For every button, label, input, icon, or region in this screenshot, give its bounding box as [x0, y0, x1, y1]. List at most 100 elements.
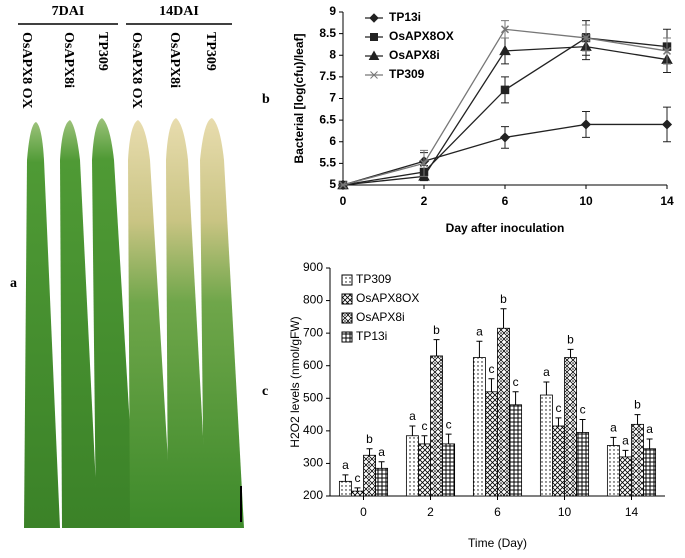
leaf	[60, 120, 98, 528]
legend-swatch	[341, 293, 353, 305]
marker	[581, 33, 591, 42]
significance-letter: a	[543, 365, 550, 379]
leaf	[166, 118, 208, 528]
leaf-photo	[18, 23, 244, 528]
bar	[485, 391, 498, 497]
significance-letter: c	[555, 401, 561, 415]
y-tick-label: 500	[303, 390, 323, 404]
marker	[500, 85, 510, 95]
significance-letter: c	[354, 471, 360, 485]
y-tick-label: 5	[329, 177, 336, 191]
legend-marker	[370, 71, 378, 79]
marker	[661, 119, 673, 130]
marker	[662, 46, 672, 55]
marker	[500, 25, 510, 34]
y-tick-label: 700	[303, 325, 323, 339]
line-label: TP309	[95, 32, 110, 71]
x-tick-label: 10	[558, 505, 572, 519]
y-tick-label: 6	[329, 134, 336, 148]
bar	[606, 445, 620, 497]
bar	[338, 480, 352, 497]
y-tick-label: 400	[303, 423, 323, 437]
y-tick-label: 200	[303, 488, 323, 502]
y-tick-label: 7	[329, 91, 336, 105]
x-tick-label: 14	[660, 194, 674, 208]
leaf	[200, 118, 244, 528]
line-label: OsAPX8 OX	[129, 32, 144, 109]
x-tick-label: 0	[360, 505, 367, 519]
y-tick-label: 5.5	[319, 156, 336, 170]
x-tick-label: 0	[340, 194, 347, 208]
panel-label: b	[262, 92, 270, 107]
legend-label: OsAPX8OX	[389, 29, 454, 43]
bar	[442, 443, 456, 497]
bar	[418, 443, 431, 497]
significance-letter: c	[488, 362, 494, 376]
error-bar	[512, 391, 519, 405]
legend-label: TP13i	[356, 329, 387, 343]
error-bar	[555, 417, 562, 426]
error-bar	[445, 433, 452, 444]
error-bar	[488, 378, 495, 392]
significance-letter: b	[634, 398, 641, 412]
error-bar	[579, 418, 586, 433]
y-axis-label: Bacterial [log(cfu)/leaf]	[292, 33, 306, 163]
error-bar	[354, 487, 361, 492]
error-bar	[543, 381, 550, 396]
x-axis-label: Time (Day)	[468, 536, 527, 550]
x-tick-label: 2	[421, 194, 428, 208]
error-bar	[634, 414, 641, 425]
y-tick-label: 6.5	[319, 112, 336, 126]
legend-marker	[369, 13, 379, 23]
x-tick-label: 6	[502, 194, 509, 208]
error-bar	[646, 438, 653, 449]
bar	[375, 467, 389, 497]
error-bar	[610, 436, 617, 446]
legend-label: TP309	[389, 67, 425, 81]
bar	[539, 394, 553, 497]
marker	[419, 159, 429, 168]
significance-letter: a	[409, 409, 416, 423]
error-bar	[622, 449, 629, 457]
group-label: 14DAI	[159, 4, 199, 19]
legend-label: TP13i	[389, 10, 421, 24]
legend-marker	[368, 50, 380, 60]
bar	[619, 456, 632, 497]
legend-marker	[370, 33, 378, 41]
error-bar	[342, 474, 349, 482]
significance-letter: b	[567, 333, 574, 347]
chart: b 5 5.5 6 6.5 7 7.5 8 8.5 9 0 2 6 10 14 Bacterial [log(…	[262, 4, 674, 235]
bar	[351, 490, 364, 497]
bar	[497, 327, 510, 497]
legend-swatch	[341, 312, 353, 324]
y-tick-label: 9	[329, 4, 336, 18]
leaf	[24, 122, 60, 528]
bar	[509, 404, 523, 497]
legend-swatch	[341, 331, 353, 343]
marker	[499, 132, 511, 143]
error-bar	[409, 425, 416, 436]
line-label: TP309	[203, 32, 218, 71]
significance-letter: c	[513, 375, 519, 389]
significance-letter: a	[646, 422, 653, 436]
legend-label: OsAPX8OX	[356, 291, 419, 305]
bar	[552, 425, 565, 497]
marker	[499, 44, 511, 56]
y-tick-label: 300	[303, 456, 323, 470]
significance-letter: a	[476, 324, 483, 338]
significance-letter: b	[366, 432, 373, 446]
bar	[643, 448, 657, 497]
leaf	[128, 120, 172, 528]
legend-label: TP309	[356, 272, 392, 286]
y-tick-label: 600	[303, 358, 323, 372]
significance-letter: c	[446, 417, 452, 431]
error-bar	[476, 340, 483, 358]
legend-swatch	[341, 274, 353, 286]
marker	[338, 180, 348, 190]
bar	[564, 357, 577, 497]
legend-label: OsAPX8i	[389, 48, 440, 62]
line-label: OsAPX8i	[61, 32, 76, 88]
significance-letter: b	[433, 323, 440, 337]
group-label: 7DAI	[52, 4, 85, 19]
